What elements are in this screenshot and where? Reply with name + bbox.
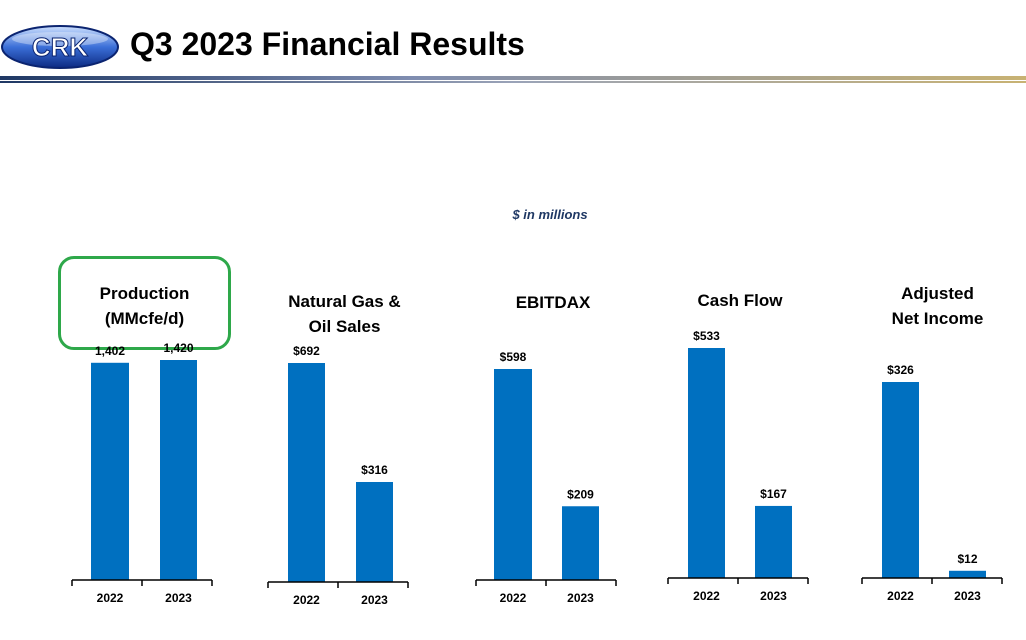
bar-2023 [160, 360, 197, 580]
bar-2023 [755, 505, 792, 578]
chart-title: EBITDAX [515, 293, 591, 312]
chart-title: Adjusted Net Income [891, 284, 984, 328]
data-label: $533 [693, 329, 720, 343]
chart-panel-3: $533 2022 $167 2023 [667, 329, 809, 603]
unit-note: $ in millions [512, 207, 588, 222]
production-highlight-box [58, 256, 231, 350]
chart-title: Production (MMcfe/d) [99, 284, 190, 328]
chart-panel-4: $326 2022 $12 2023 [861, 363, 1003, 603]
data-label: 1,402 [95, 344, 125, 358]
category-label: 2022 [887, 589, 914, 603]
bar-2023 [949, 570, 986, 578]
data-label: $209 [567, 487, 594, 501]
data-label: $692 [293, 344, 320, 358]
category-label: 2022 [693, 589, 720, 603]
data-label: $12 [957, 552, 977, 566]
bar-2022 [688, 348, 725, 578]
data-label: $167 [760, 487, 787, 501]
bar-2023 [562, 506, 599, 580]
chart-title: Natural Gas & Oil Sales [288, 292, 401, 336]
category-label: 2023 [567, 591, 594, 605]
category-label: 2022 [293, 593, 320, 607]
header-rule-navy [0, 81, 1026, 83]
chart-panel-2: $598 2022 $209 2023 [475, 350, 617, 605]
data-label: $598 [500, 350, 527, 364]
category-label: 2023 [954, 589, 981, 603]
company-logo: CRK [1, 25, 119, 69]
page-title: Q3 2023 Financial Results [130, 26, 525, 62]
chart-panel-0: 1,402 2022 1,420 2023 [71, 341, 213, 605]
chart-title: Cash Flow [697, 291, 783, 310]
category-label: 2023 [165, 591, 192, 605]
data-label: $316 [361, 463, 388, 477]
chart-panel-1: $692 2022 $316 2023 [267, 344, 409, 607]
data-label: 1,420 [163, 341, 193, 355]
logo-text: CRK [32, 32, 89, 62]
header-rule-gold [0, 76, 1026, 80]
category-label: 2023 [361, 593, 388, 607]
bar-2022 [288, 363, 325, 582]
bar-2022 [91, 362, 129, 580]
bar-2023 [356, 481, 393, 582]
category-label: 2022 [500, 591, 527, 605]
bar-2022 [882, 382, 919, 578]
category-label: 2022 [97, 591, 124, 605]
slide-header: CRK Q3 2023 Financial Results [0, 0, 1026, 90]
data-label: $326 [887, 363, 914, 377]
bar-2022 [494, 369, 532, 580]
category-label: 2023 [760, 589, 787, 603]
